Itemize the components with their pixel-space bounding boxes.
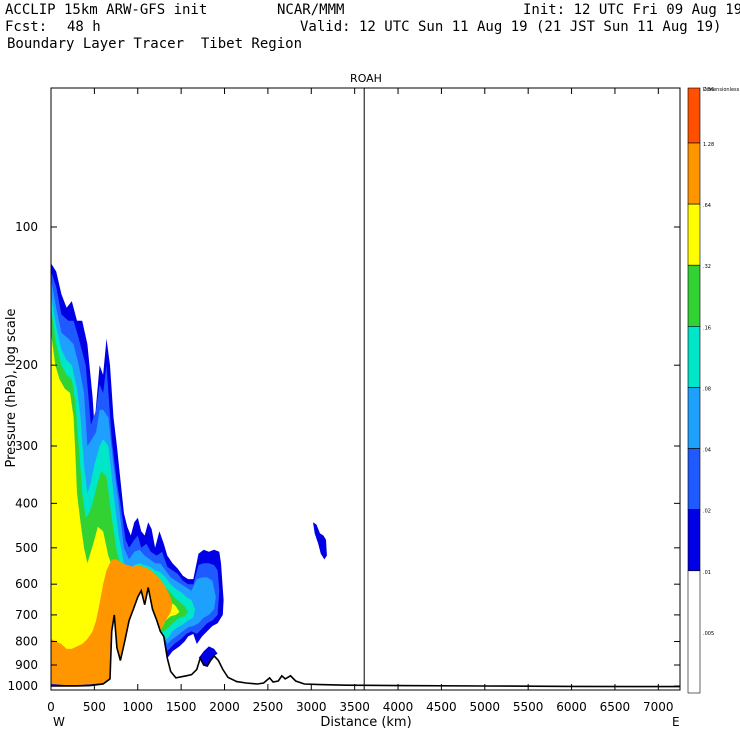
- colorbar-band: [687, 387, 701, 449]
- y-tick-label: 100: [15, 220, 38, 234]
- colorbar-label: Dimensionless: [703, 87, 740, 93]
- x-tick-label: 4000: [383, 700, 414, 714]
- x-tick-label: 1000: [122, 700, 153, 714]
- x-tick-label: 500: [83, 700, 106, 714]
- colorbar-label: .16: [703, 325, 711, 331]
- header-fcst-value: 48 h: [67, 19, 101, 35]
- colorbar-label: .01: [703, 570, 711, 576]
- x-axis-ticks: 0 500 1000 1500 2000 2500 3000 3500 4000 4500 5000…: [47, 88, 674, 714]
- x-axis-label: Distance (km): [320, 715, 411, 730]
- colorbar-label: 2.56: [703, 87, 714, 93]
- colorbar-band: [687, 448, 701, 510]
- plot-frame: [50, 87, 681, 691]
- colorbar-band: [687, 87, 701, 144]
- y-tick-label: 700: [15, 608, 38, 622]
- x-tick-label: 2000: [209, 700, 240, 714]
- colorbar-band: [687, 142, 701, 205]
- colorbar-label: .04: [703, 448, 711, 454]
- colorbar-label: .005: [703, 631, 714, 637]
- y-tick-label: 300: [15, 439, 38, 453]
- contour-fill-2: [198, 646, 218, 667]
- x-tick-label: 3000: [296, 700, 327, 714]
- contour-fill-8: [51, 559, 173, 685]
- colorbar-band: [687, 264, 701, 327]
- y-tick-label: 200: [15, 358, 38, 372]
- x-tick-label: 1500: [166, 700, 197, 714]
- colorbar-band: [687, 509, 701, 572]
- x-tick-label: 2500: [253, 700, 284, 714]
- y-tick-label: 1000: [7, 679, 38, 693]
- y-tick-label: 600: [15, 577, 38, 591]
- x-tick-label: 5000: [470, 700, 501, 714]
- chart-title: ROAH: [350, 72, 382, 85]
- header-fcst-label: Fcst:: [5, 19, 48, 35]
- header-center: NCAR/MMM: [277, 2, 345, 18]
- x-tick-label: 0: [47, 700, 55, 714]
- header-model: ACCLIP 15km ARW-GFS init: [5, 2, 208, 18]
- y-tick-label: 500: [15, 541, 38, 555]
- colorbar-band: [687, 326, 701, 388]
- x-axis-east-label: E: [672, 715, 680, 729]
- header-valid: Valid: 12 UTC Sun 11 Aug 19 (21 JST Sun …: [300, 19, 722, 35]
- colorbar-label: .64: [703, 203, 711, 209]
- x-tick-label: 6000: [556, 700, 587, 714]
- y-tick-label: 400: [15, 496, 38, 510]
- colorbar: .005 .01 .02 .04 .08 .16 .32 .64 1.28 2.56Dimensi…: [687, 87, 740, 694]
- header-product: Boundary Layer Tracer Tibet Region: [7, 36, 303, 52]
- colorbar-label: .32: [703, 264, 711, 270]
- x-tick-label: 5500: [513, 700, 544, 714]
- colorbar-band: [687, 570, 701, 694]
- tracer-contour-fills: [51, 263, 327, 686]
- x-tick-label: 6500: [600, 700, 631, 714]
- y-tick-label: 800: [15, 635, 38, 649]
- colorbar-label: .02: [703, 509, 711, 515]
- x-axis-west-label: W: [53, 715, 65, 729]
- terrain-line: [51, 587, 681, 688]
- header-init: Init: 12 UTC Fri 09 Aug 19: [523, 2, 740, 18]
- colorbar-band: [687, 203, 701, 266]
- x-tick-label: 7000: [643, 700, 674, 714]
- x-tick-label: 4500: [426, 700, 457, 714]
- y-axis-ticks: 100 200 300 400 500 600 700 800 900 1000: [7, 220, 680, 693]
- colorbar-label: 1.28: [703, 142, 714, 148]
- contour-fill-1: [313, 522, 327, 560]
- colorbar-label: .08: [703, 386, 711, 392]
- y-axis-label: Pressure (hPa), log scale: [4, 309, 19, 468]
- x-tick-label: 3500: [339, 700, 370, 714]
- y-tick-label: 900: [15, 658, 38, 672]
